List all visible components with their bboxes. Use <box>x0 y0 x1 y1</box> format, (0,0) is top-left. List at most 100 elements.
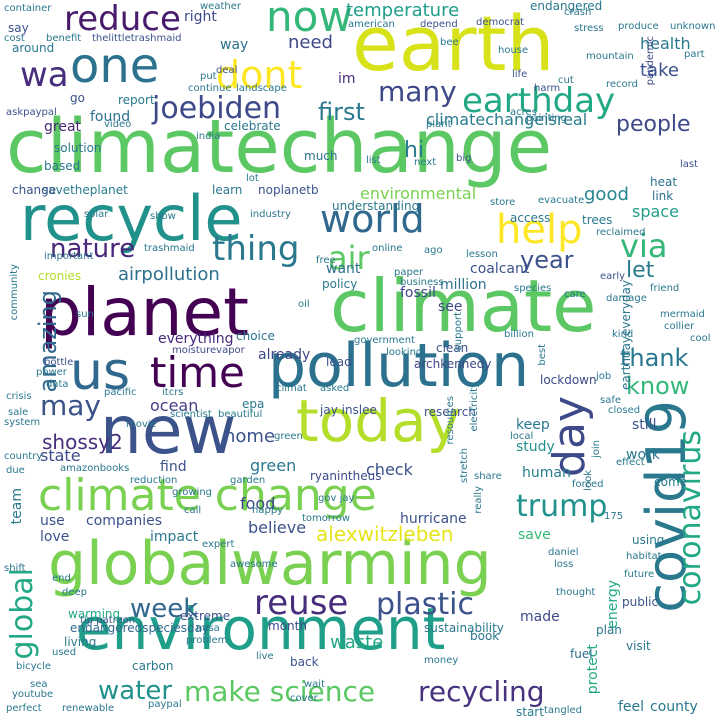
word: ago <box>424 245 443 256</box>
word: green <box>274 431 303 442</box>
word: support <box>453 312 464 351</box>
word: species <box>514 283 552 294</box>
word: tip patreon <box>80 615 136 626</box>
word: care <box>564 289 586 300</box>
word: book <box>470 629 500 643</box>
word: data <box>46 379 69 390</box>
word: job <box>596 371 612 382</box>
word: many <box>378 75 457 108</box>
word: thought <box>556 587 596 598</box>
word: bee <box>440 37 459 48</box>
word: one <box>70 38 160 94</box>
word: find <box>160 459 187 475</box>
word: evacuate <box>538 195 585 206</box>
word: part <box>684 49 705 60</box>
word: extreme <box>180 609 231 623</box>
word: fuel <box>570 647 593 661</box>
word: call <box>184 505 202 516</box>
word: movie <box>126 419 157 430</box>
word: end <box>52 573 71 584</box>
word: mermaid <box>660 309 705 320</box>
word: next <box>414 157 437 168</box>
word: pacific <box>104 387 137 398</box>
word: air <box>328 239 370 277</box>
word: happy <box>252 505 284 516</box>
word: system <box>4 417 41 428</box>
word: help <box>496 207 583 253</box>
word: people <box>616 112 691 137</box>
word: important <box>44 251 94 262</box>
word: plan <box>596 623 622 637</box>
word: house <box>498 45 529 56</box>
word: share <box>474 471 502 482</box>
word: daniel <box>548 547 579 558</box>
word: savetheplanet <box>42 183 128 197</box>
word: alexwitzleben <box>316 522 454 546</box>
word: resources <box>445 396 456 445</box>
word: green <box>250 456 297 475</box>
word: depend <box>420 19 458 30</box>
word: made <box>520 609 560 625</box>
word: best <box>537 344 548 366</box>
word: sustainability <box>424 621 504 635</box>
word: climatechangeisreal <box>426 110 588 129</box>
word: perfect <box>6 703 42 714</box>
word: cover <box>290 693 318 704</box>
word: public <box>622 595 659 609</box>
word: make science <box>184 675 376 708</box>
word: world <box>320 197 425 241</box>
word: sun <box>76 309 94 320</box>
word: money <box>424 655 459 666</box>
word: climate change <box>38 470 377 521</box>
word: online <box>372 243 403 254</box>
word: industry <box>250 209 291 220</box>
word: oil <box>298 299 310 310</box>
word: understanding <box>332 199 420 213</box>
word: recycling <box>418 675 545 708</box>
word: may <box>40 389 102 422</box>
word: growing <box>172 487 212 498</box>
word: nature <box>50 234 136 264</box>
word: reduction <box>130 475 178 486</box>
word: video <box>104 119 132 130</box>
word: loss <box>554 559 574 570</box>
word: tomorrow <box>302 513 351 524</box>
word: want <box>326 261 361 277</box>
word: community <box>9 264 20 321</box>
word: pollution <box>268 331 530 401</box>
word: youtube <box>12 689 54 700</box>
word: pandemic <box>645 36 656 86</box>
word: bicycle <box>16 661 51 672</box>
word: big <box>456 153 472 164</box>
word: energy <box>605 580 621 629</box>
word: report <box>118 93 155 107</box>
word: lockdown <box>540 373 597 387</box>
word: electricity <box>469 382 480 432</box>
word: nasa <box>196 623 220 634</box>
word: beautiful <box>218 409 263 420</box>
word: carbon <box>132 659 174 673</box>
word: see <box>438 299 463 315</box>
word: change <box>12 183 57 197</box>
word: heat <box>650 175 678 189</box>
word: free <box>316 255 336 266</box>
word: airpollution <box>118 264 220 285</box>
word: water <box>98 676 173 706</box>
word: bottle <box>44 357 74 368</box>
word: billion <box>504 329 534 340</box>
word: acres <box>510 107 537 118</box>
word: study <box>516 439 555 455</box>
word: ocean <box>150 396 199 415</box>
word: reuse <box>254 583 349 623</box>
word: globalwarming <box>48 529 492 599</box>
word: say <box>8 21 29 35</box>
word: waste <box>330 632 384 653</box>
word: friend <box>650 283 680 294</box>
word: clean <box>436 341 469 355</box>
word: around <box>12 41 55 55</box>
word: today <box>296 387 461 455</box>
word: good <box>584 184 629 205</box>
word: crisis <box>6 391 32 402</box>
word: collier <box>664 321 695 332</box>
word: early <box>600 271 626 282</box>
